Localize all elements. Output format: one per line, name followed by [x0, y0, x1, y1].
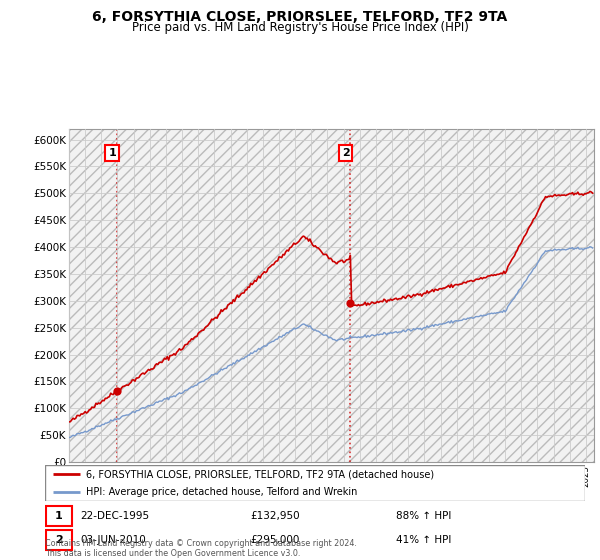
Point [112, 386, 122, 395]
Text: 41% ↑ HPI: 41% ↑ HPI [396, 535, 451, 545]
Text: 22-DEC-1995: 22-DEC-1995 [80, 511, 149, 521]
Text: £132,950: £132,950 [250, 511, 300, 521]
Text: HPI: Average price, detached house, Telford and Wrekin: HPI: Average price, detached house, Telf… [86, 487, 357, 497]
Text: Contains HM Land Registry data © Crown copyright and database right 2024.
This d: Contains HM Land Registry data © Crown c… [45, 539, 357, 558]
Point [346, 299, 355, 308]
Text: 1: 1 [55, 511, 63, 521]
Text: 2: 2 [55, 535, 63, 545]
Text: Price paid vs. HM Land Registry's House Price Index (HPI): Price paid vs. HM Land Registry's House … [131, 21, 469, 34]
Text: £295,000: £295,000 [250, 535, 299, 545]
Text: 6, FORSYTHIA CLOSE, PRIORSLEE, TELFORD, TF2 9TA: 6, FORSYTHIA CLOSE, PRIORSLEE, TELFORD, … [92, 10, 508, 24]
Text: 88% ↑ HPI: 88% ↑ HPI [396, 511, 451, 521]
Text: 2: 2 [341, 148, 349, 158]
Bar [46, 506, 72, 526]
Bar [69, 129, 594, 462]
Text: 6, FORSYTHIA CLOSE, PRIORSLEE, TELFORD, TF2 9TA (detached house): 6, FORSYTHIA CLOSE, PRIORSLEE, TELFORD, … [86, 469, 434, 479]
Text: 1: 1 [108, 148, 116, 158]
Bar [46, 530, 72, 550]
Text: 03-JUN-2010: 03-JUN-2010 [80, 535, 146, 545]
